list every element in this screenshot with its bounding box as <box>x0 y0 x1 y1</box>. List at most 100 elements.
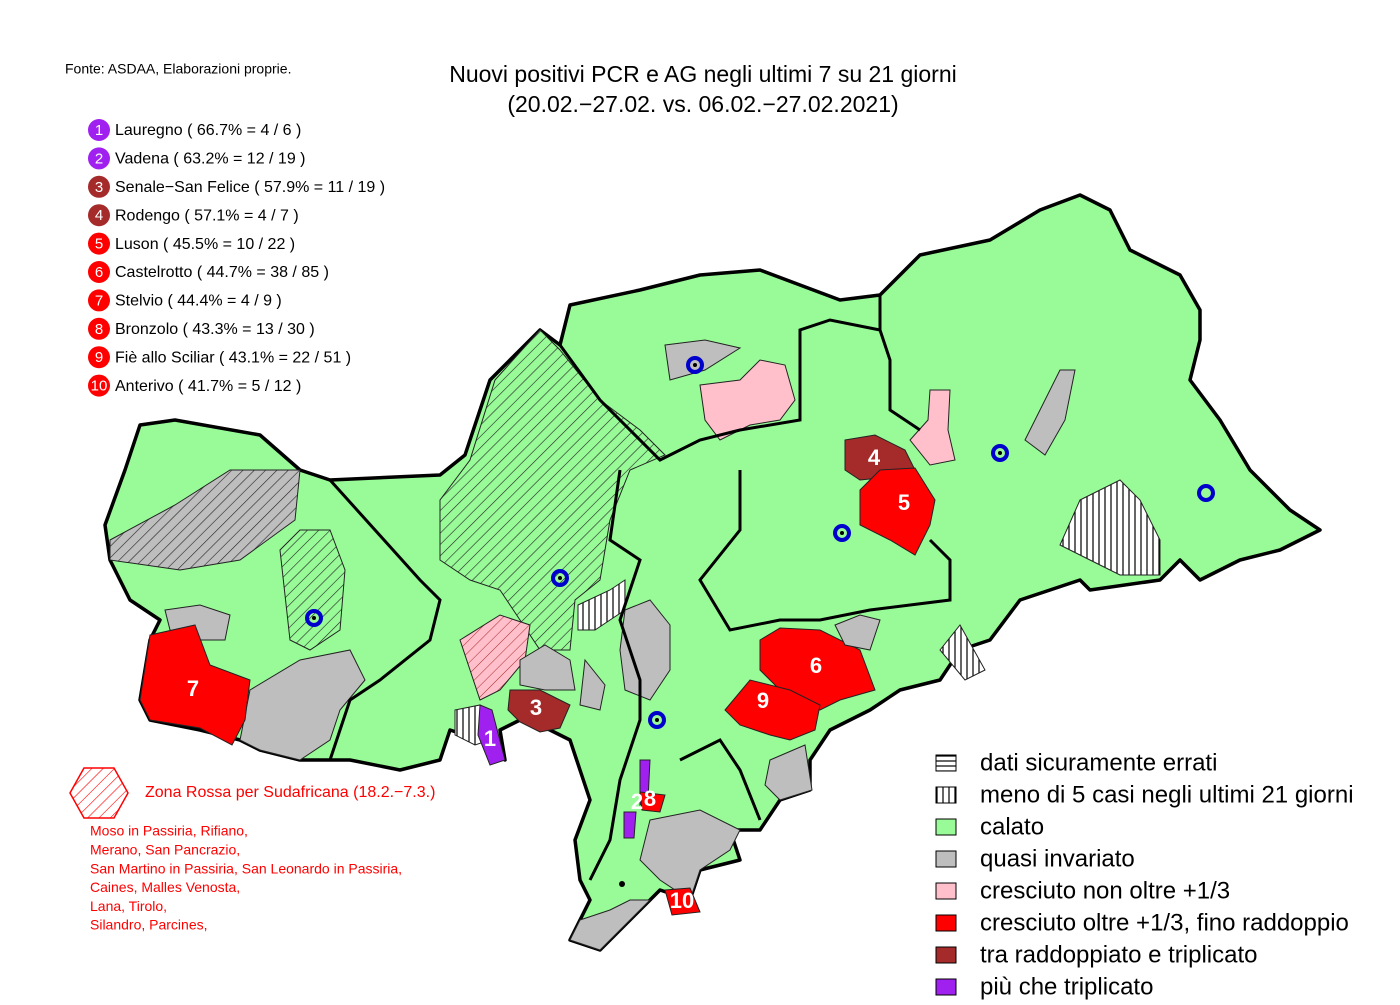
legend: dati sicuramente errati meno di 5 casi ne… <box>935 749 1354 1000</box>
rank-label: Anterivo ( 41.7% = 5 / 12 ) <box>115 378 301 395</box>
region-gray <box>579 658 606 711</box>
red-zone-item: Merano, San Pancrazio, <box>90 842 240 858</box>
rank-number: 9 <box>95 349 103 366</box>
town-markers <box>305 356 1215 729</box>
legend-label: cresciuto oltre +1/3, fino raddoppio <box>980 909 1349 936</box>
legend-swatch <box>935 754 957 772</box>
legend-label: cresciuto non oltre +1/3 <box>980 877 1230 904</box>
title: Nuovi positivi PCR e AG negli ultimi 7 s… <box>449 61 957 87</box>
rank-number: 2 <box>95 150 103 167</box>
legend-swatch <box>935 914 957 932</box>
legend-swatch <box>935 882 957 900</box>
rank-label: Castelrotto ( 44.7% = 38 / 85 ) <box>115 264 329 281</box>
rank-label: Senale−San Felice ( 57.9% = 11 / 19 ) <box>115 179 385 196</box>
rank-badge <box>88 147 110 170</box>
rank-number: 1 <box>95 122 103 139</box>
region-brown <box>507 689 571 733</box>
rank-label: Lauregno ( 66.7% = 4 / 6 ) <box>115 122 301 139</box>
rank-number: 3 <box>95 179 103 196</box>
red-zone-item: San Martino in Passiria, San Leonardo in… <box>90 860 402 876</box>
legend-swatch <box>935 946 957 964</box>
map-label: 8 <box>644 786 656 811</box>
rank-label: Bronzolo ( 43.3% = 13 / 30 ) <box>115 321 315 338</box>
map-label: 6 <box>810 653 822 678</box>
rank-badge <box>88 119 110 141</box>
map: 1 3 4 5 6 7 9 2 8 10 <box>103 193 1322 952</box>
region-vertical <box>939 624 986 681</box>
legend-swatch <box>935 978 957 996</box>
rank-number: 4 <box>95 207 103 224</box>
region-hatched <box>109 469 301 571</box>
legend-label: quasi invariato <box>980 845 1135 872</box>
rank-label: Vadena ( 63.2% = 12 / 19 ) <box>115 151 306 168</box>
rank-badge <box>88 346 110 369</box>
region-gray <box>1024 369 1076 456</box>
legend-swatch <box>935 850 957 868</box>
region-pink <box>909 389 956 466</box>
legend-label: calato <box>980 813 1044 840</box>
legend-swatch <box>935 818 957 836</box>
rank-label: Stelvio ( 44.4% = 4 / 9 ) <box>115 293 282 310</box>
red-zone-item: Caines, Malles Venosta, <box>90 879 240 895</box>
region-gray <box>519 644 576 691</box>
region-vertical <box>1059 479 1161 576</box>
rank-number: 6 <box>95 264 103 281</box>
rank-number: 10 <box>91 378 108 395</box>
map-label: 1 <box>484 726 496 751</box>
legend-label: dati sicuramente errati <box>980 749 1217 776</box>
red-zone-title: Zona Rossa per Sudafricana (18.2.−7.3.) <box>145 784 435 801</box>
rank-number: 8 <box>95 321 103 338</box>
region-hatched <box>279 529 346 651</box>
region-red <box>639 791 666 813</box>
region-gray <box>764 744 813 801</box>
region-red <box>859 467 936 556</box>
region-purple <box>477 704 506 766</box>
red-zone-icon <box>69 767 129 819</box>
region-red <box>664 887 701 916</box>
rank-badge <box>88 261 110 283</box>
region-gray <box>664 339 742 381</box>
ranking-list: 1 Lauregno ( 66.7% = 4 / 6 ) 2 Vadena ( 63.… <box>88 119 385 397</box>
red-zone-item: Lana, Tirolo, <box>90 898 167 914</box>
red-zone-item: Moso in Passiria, Rifiano, <box>90 823 248 839</box>
map-label: 7 <box>187 676 199 701</box>
legend-label: più che triplicato <box>980 973 1153 1000</box>
map-label: 10 <box>670 888 694 913</box>
region-red <box>139 624 251 746</box>
region-gray <box>639 809 741 901</box>
town-dots <box>312 363 1002 887</box>
rank-number: 7 <box>95 292 103 309</box>
red-zone-list: Moso in Passiria, Rifiano, Merano, San Pa… <box>90 823 402 933</box>
map-label: 2 <box>631 789 643 814</box>
region-red <box>724 679 821 741</box>
rank-label: Luson ( 45.5% = 10 / 22 ) <box>115 236 295 253</box>
map-label: 9 <box>757 688 769 713</box>
rank-badge <box>88 232 110 255</box>
rank-badge <box>88 204 110 227</box>
legend-swatch <box>935 786 957 804</box>
region-gray <box>834 614 881 651</box>
map-label: 4 <box>868 445 881 470</box>
rank-badge <box>88 317 110 340</box>
rank-number: 5 <box>95 236 103 253</box>
rank-label: Fiè allo Sciliar ( 43.1% = 22 / 51 ) <box>115 349 351 366</box>
region-gray <box>619 599 671 701</box>
rank-badge <box>88 175 110 198</box>
region-gray <box>239 649 366 761</box>
legend-label: tra raddoppiato e triplicato <box>980 941 1258 968</box>
rank-badge <box>88 374 110 397</box>
source: Fonte: ASDAA, Elaborazioni proprie. <box>65 61 291 77</box>
map-label: 3 <box>530 695 542 720</box>
region-purple <box>623 811 637 839</box>
red-zone-item: Silandro, Parcines, <box>90 917 208 933</box>
region-pink-hatched <box>459 614 531 701</box>
map-label: 5 <box>898 490 910 515</box>
rank-badge <box>88 289 110 312</box>
district-borders <box>328 295 952 881</box>
subtitle: (20.02.−27.02. vs. 06.02.−27.02.2021) <box>507 91 898 117</box>
rank-label: Rodengo ( 57.1% = 4 / 7 ) <box>115 207 299 224</box>
legend-label: meno di 5 casi negli ultimi 21 giorni <box>980 781 1354 808</box>
region-gray <box>569 899 652 951</box>
region-pink <box>699 359 796 441</box>
